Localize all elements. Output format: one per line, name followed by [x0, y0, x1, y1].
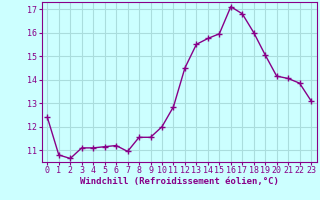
X-axis label: Windchill (Refroidissement éolien,°C): Windchill (Refroidissement éolien,°C): [80, 177, 279, 186]
